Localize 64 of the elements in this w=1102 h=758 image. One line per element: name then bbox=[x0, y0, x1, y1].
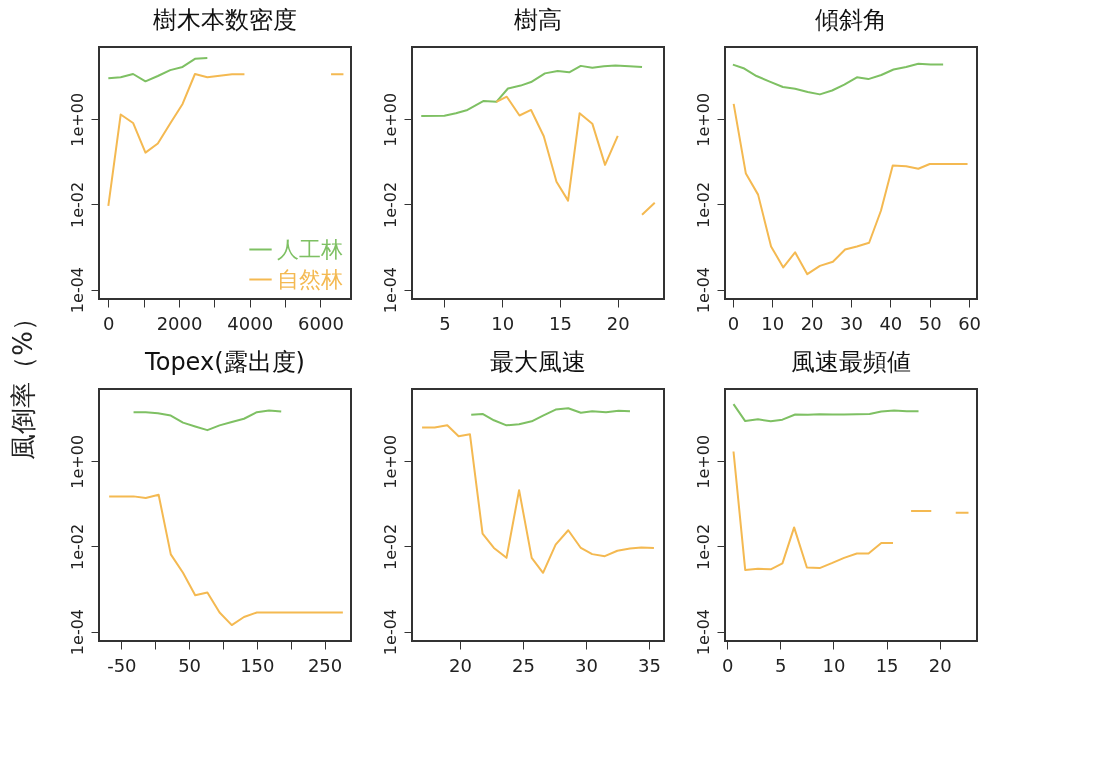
chart-title: Topex(露出度) bbox=[144, 348, 305, 376]
chart-title: 傾斜角 bbox=[815, 6, 887, 34]
x-tick-label: 50 bbox=[178, 654, 202, 676]
y-tick-label: 1e-04 bbox=[693, 266, 713, 314]
x-tick-label: 15 bbox=[549, 312, 572, 334]
x-tick-label: 2000 bbox=[156, 312, 203, 334]
chart-title: 風速最頻値 bbox=[791, 348, 911, 376]
x-tick-label: 20 bbox=[448, 654, 472, 676]
chart-title: 樹高 bbox=[514, 6, 562, 34]
x-tick-label: 10 bbox=[491, 312, 515, 334]
x-tick-label: 35 bbox=[637, 654, 661, 676]
y-tick-label: 1e-04 bbox=[67, 608, 87, 656]
y-tick-label: 1e-02 bbox=[67, 523, 87, 571]
x-tick-label: 0 bbox=[103, 312, 115, 334]
x-tick-label: 50 bbox=[918, 312, 942, 334]
legend-label: 人工林 bbox=[277, 236, 343, 262]
y-tick-label: 1e-02 bbox=[67, 181, 87, 229]
x-tick-label: 5 bbox=[775, 654, 787, 676]
x-tick-label: 5 bbox=[439, 312, 451, 334]
x-tick-label: 10 bbox=[822, 654, 846, 676]
line-series bbox=[731, 62, 945, 96]
x-tick-label: 15 bbox=[875, 654, 899, 676]
y-tick-label: 1e+00 bbox=[693, 434, 713, 489]
x-tick-label: 40 bbox=[879, 312, 903, 334]
legend-label: 自然林 bbox=[277, 266, 343, 292]
x-tick-label: 30 bbox=[840, 312, 863, 334]
x-tick-label: 60 bbox=[958, 312, 982, 334]
y-tick-label: 1e-04 bbox=[380, 266, 400, 314]
y-tick-label: 1e-02 bbox=[693, 523, 713, 571]
y-tick-label: 1e-02 bbox=[380, 523, 400, 571]
line-series bbox=[108, 493, 344, 627]
x-tick-label: 20 bbox=[606, 312, 630, 334]
x-tick-label: 250 bbox=[307, 654, 343, 676]
chart-title: 最大風速 bbox=[490, 348, 586, 376]
line-series bbox=[732, 102, 969, 276]
x-tick-label: 20 bbox=[800, 312, 824, 334]
y-tick-label: 1e+00 bbox=[67, 92, 87, 147]
x-tick-label: 10 bbox=[761, 312, 785, 334]
x-tick-label: 30 bbox=[574, 654, 598, 676]
x-tick-label: 0 bbox=[727, 312, 740, 334]
y-tick-label: 1e+00 bbox=[380, 92, 400, 147]
y-tick-label: 1e-04 bbox=[380, 608, 400, 656]
x-tick-label: 25 bbox=[511, 654, 535, 676]
y-tick-label: 1e-02 bbox=[693, 181, 713, 229]
line-series bbox=[420, 64, 644, 118]
x-tick-label: 6000 bbox=[298, 312, 344, 334]
y-tick-label: 1e+00 bbox=[380, 434, 400, 489]
x-tick-label: 0 bbox=[721, 654, 734, 676]
y-tick-label: 1e+00 bbox=[67, 434, 87, 489]
y-tick-label: 1e-04 bbox=[693, 608, 713, 656]
line-series bbox=[470, 407, 631, 427]
line-series bbox=[421, 424, 655, 574]
y-tick-label: 1e+00 bbox=[693, 92, 713, 147]
x-tick-label: 4000 bbox=[227, 312, 274, 334]
y-tick-label: 1e-02 bbox=[380, 181, 400, 229]
y-axis-title: 風倒率（%） bbox=[6, 304, 39, 462]
line-series bbox=[107, 57, 209, 83]
y-tick-label: 1e-04 bbox=[67, 266, 87, 314]
x-tick-label: 20 bbox=[928, 654, 952, 676]
x-tick-label: -50 bbox=[107, 654, 137, 676]
x-tick-label: 150 bbox=[240, 654, 275, 676]
line-series bbox=[132, 409, 283, 432]
chart-title: 樹木本数密度 bbox=[153, 6, 297, 34]
line-series bbox=[732, 403, 920, 423]
